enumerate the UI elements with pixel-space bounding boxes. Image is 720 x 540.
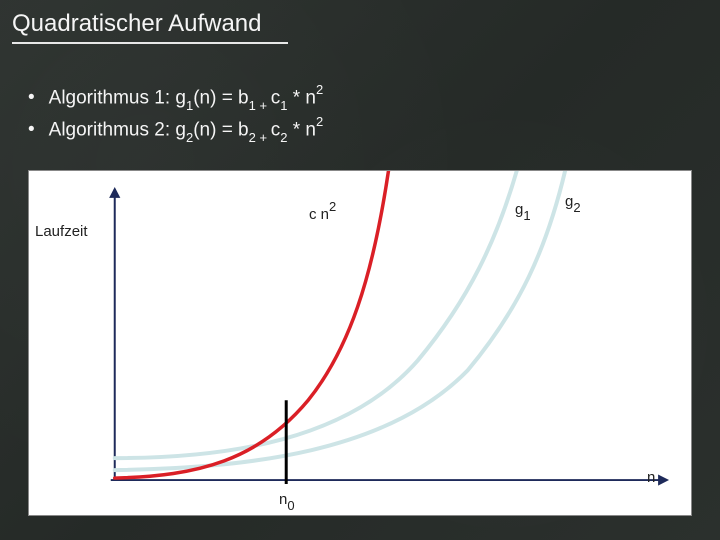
t: 1 <box>280 98 287 113</box>
t: 1 <box>523 208 530 223</box>
t: * n <box>287 119 316 140</box>
t: Algorithmus 1: g <box>49 87 186 108</box>
t: 2 <box>186 130 193 145</box>
title-underline <box>12 42 288 44</box>
t: 2 <box>280 130 287 145</box>
t: c <box>271 87 281 108</box>
slide-title: Quadratischer Aufwand <box>12 10 261 42</box>
bullet-text: Algorithmus 1: g1(n) = b1 + c1 * n2 <box>49 82 324 114</box>
t: c n <box>309 206 329 223</box>
bullet-item: • Algorithmus 1: g1(n) = b1 + c1 * n2 <box>28 82 323 114</box>
chart-container: Laufzeit c n2 g1 g2 n0 n <box>28 170 692 516</box>
t: (n) = b <box>193 119 248 140</box>
t: (n) = b <box>193 87 248 108</box>
bullet-list: • Algorithmus 1: g1(n) = b1 + c1 * n2 • … <box>28 82 323 145</box>
t: 1 + <box>249 98 271 113</box>
bullet-text: Algorithmus 2: g2(n) = b2 + c2 * n2 <box>49 114 324 146</box>
y-axis-label: Laufzeit <box>35 223 95 240</box>
t: 2 <box>316 114 323 129</box>
t: 1 <box>186 98 193 113</box>
t: Algorithmus 2: g <box>49 119 186 140</box>
t: 2 <box>573 200 580 215</box>
t: 2 <box>329 199 336 214</box>
t: * n <box>287 87 316 108</box>
curve-label-g2: g2 <box>565 193 581 213</box>
curve-label-g1: g1 <box>515 201 531 221</box>
slide-background: Quadratischer Aufwand • Algorithmus 1: g… <box>0 0 720 540</box>
n0-label: n0 <box>279 491 295 511</box>
t: 0 <box>287 498 294 513</box>
curve-label-cn2: c n2 <box>309 201 336 223</box>
bullet-dot: • <box>28 116 35 145</box>
x-axis-label: n <box>647 469 655 486</box>
t: 2 <box>316 82 323 97</box>
t: 2 + <box>249 130 271 145</box>
t: c <box>271 119 281 140</box>
chart-svg <box>29 171 691 516</box>
bullet-dot: • <box>28 84 35 113</box>
bullet-item: • Algorithmus 2: g2(n) = b2 + c2 * n2 <box>28 114 323 146</box>
